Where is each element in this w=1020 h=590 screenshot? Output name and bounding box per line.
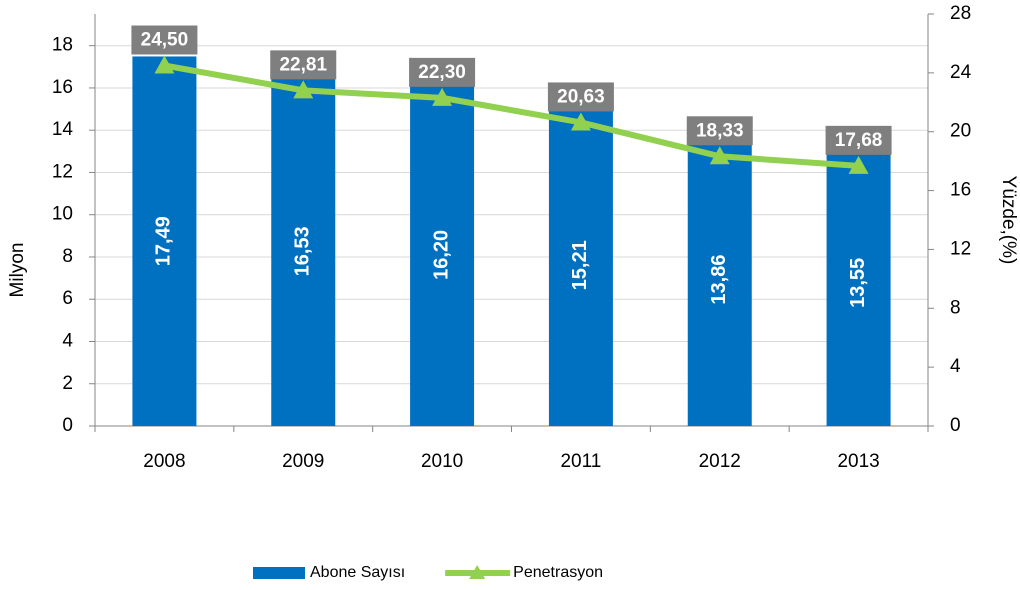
y2-axis-title: Yüzde,(%): [998, 176, 1019, 265]
line-value-label: 24,50: [141, 30, 189, 51]
x-tick-label: 2013: [837, 451, 879, 472]
line-value-label: 22,81: [279, 54, 327, 75]
bar-value-label: 13,55: [847, 258, 869, 308]
y2-tick-label: 8: [950, 297, 961, 318]
y2-tick-label: 16: [950, 180, 971, 201]
x-tick-label: 2009: [282, 451, 324, 472]
label-box: [825, 125, 892, 155]
x-tick-label: 2010: [421, 451, 463, 472]
marker: [570, 112, 591, 131]
y-tick-label: 18: [52, 35, 73, 56]
legend-label: Penetrasyon: [513, 564, 603, 581]
bar: [132, 56, 197, 427]
marker: [293, 80, 314, 99]
bar-value-label: 17,49: [153, 216, 175, 266]
marker: [154, 55, 175, 74]
marker: [848, 155, 869, 174]
y-tick-label: 12: [52, 161, 73, 182]
line-value-label: 22,30: [418, 62, 466, 83]
label-box: [409, 57, 476, 87]
x-tick-label: 2012: [699, 451, 741, 472]
y-axis-title: Milyon: [7, 243, 28, 298]
y-tick-label: 4: [62, 331, 73, 352]
line-value-label: 17,68: [835, 130, 883, 151]
y-tick-label: 8: [62, 246, 73, 267]
bar: [826, 139, 891, 426]
y-tick-label: 6: [62, 288, 73, 309]
bar-value-label: 16,53: [292, 226, 314, 276]
y2-tick-label: 12: [950, 238, 971, 259]
y-tick-label: 14: [52, 119, 74, 140]
bar-value-label: 13,86: [708, 255, 730, 305]
bar-value-label: 15,21: [569, 240, 591, 290]
legend-swatch: [253, 567, 305, 579]
y-tick-label: 10: [52, 204, 73, 225]
label-box: [131, 25, 198, 55]
marker: [709, 146, 730, 165]
legend-label: Abone Sayısı: [310, 564, 405, 581]
y2-tick-label: 20: [950, 121, 971, 142]
label-box: [547, 82, 614, 112]
label-box: [270, 50, 337, 80]
bar: [271, 76, 336, 427]
label-box: [686, 116, 753, 146]
y2-tick-label: 0: [950, 415, 961, 436]
line-value-label: 18,33: [696, 120, 744, 141]
bar-value-label: 16,20: [430, 230, 452, 280]
line-value-label: 20,63: [557, 86, 605, 107]
x-tick-label: 2008: [143, 451, 185, 472]
x-tick-label: 2011: [560, 451, 601, 472]
y-tick-label: 2: [62, 373, 73, 394]
y2-tick-label: 4: [950, 356, 961, 377]
line: [163, 62, 859, 169]
bar: [687, 133, 752, 426]
marker: [432, 87, 453, 106]
y-tick-label: 16: [52, 77, 73, 98]
bar: [548, 104, 613, 426]
y2-tick-label: 24: [950, 62, 972, 83]
y-tick-label: 0: [62, 415, 73, 436]
legend-marker: [469, 565, 486, 579]
y2-tick-label: 28: [950, 3, 971, 24]
bar: [410, 83, 475, 426]
